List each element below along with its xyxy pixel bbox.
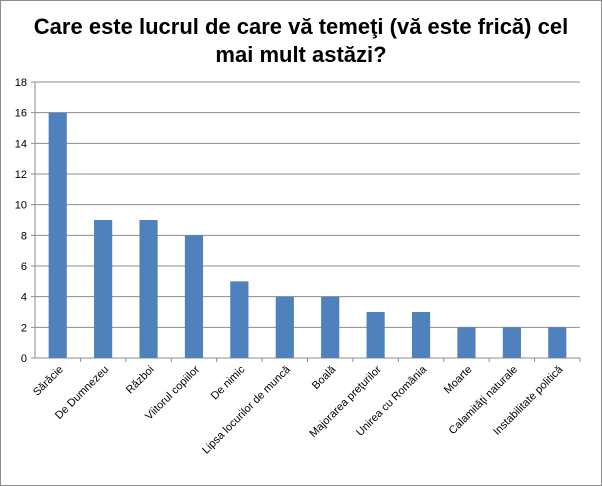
y-tick-label: 2: [21, 322, 27, 334]
chart-title: Care este lucrul de care vă temeţi (vă e…: [33, 14, 569, 67]
bar: [457, 327, 476, 358]
bar: [94, 220, 113, 358]
bar: [230, 281, 249, 358]
category-label: Sărăcie: [31, 364, 66, 399]
category-label: De nimic: [209, 363, 248, 402]
bar: [366, 312, 385, 358]
bar: [275, 296, 294, 358]
bar: [184, 235, 204, 358]
bar: [321, 296, 340, 358]
y-tick-label: 14: [15, 138, 27, 150]
bar: [139, 220, 158, 358]
y-tick-label: 10: [15, 200, 27, 212]
y-tick-label: 6: [21, 261, 27, 273]
bar: [502, 327, 521, 358]
category-label: Lipsa locurilor de muncă: [200, 363, 293, 456]
y-tick-label: 12: [15, 169, 27, 181]
bar: [548, 327, 567, 358]
y-tick-label: 0: [21, 353, 27, 365]
y-tick-label: 16: [15, 108, 27, 120]
y-tick-label: 4: [21, 292, 27, 304]
category-label: Moarte: [442, 364, 475, 397]
category-label: Război: [124, 364, 157, 397]
category-label: Boală: [310, 363, 339, 392]
bar: [411, 312, 431, 358]
y-tick-label: 18: [15, 77, 27, 89]
bar: [48, 112, 67, 359]
y-tick-label: 8: [21, 230, 27, 242]
